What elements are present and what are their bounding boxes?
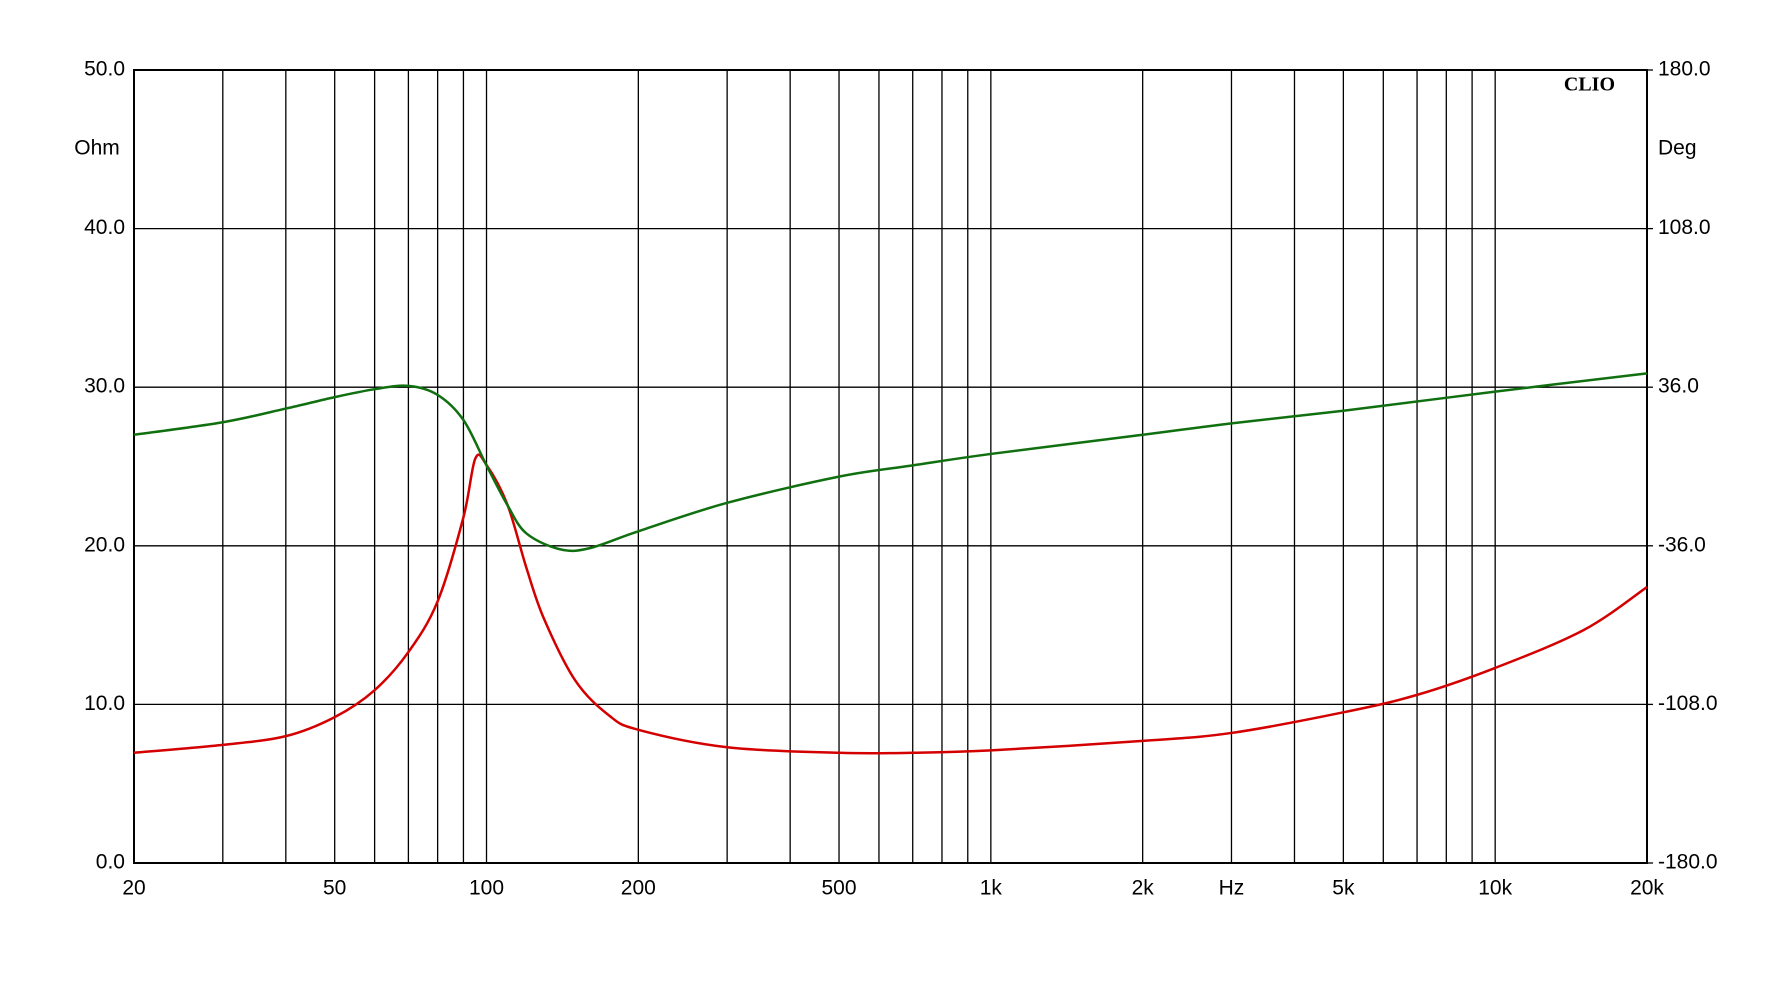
- y-tick-label: 50.0: [84, 58, 125, 81]
- series-line: [133, 372, 1648, 553]
- x-tick-label: 20k: [1630, 877, 1664, 900]
- x-tick-label: 20: [122, 877, 145, 900]
- series-line: [133, 453, 1648, 755]
- y-tick-label: 30.0: [84, 375, 125, 398]
- y2-tick-label: 108.0: [1658, 216, 1711, 239]
- x-tick-label: 200: [621, 877, 656, 900]
- x-tick-label: 100: [469, 877, 504, 900]
- y2-tick-label: 180.0: [1658, 58, 1711, 81]
- x-tick-label: 1k: [980, 877, 1003, 900]
- plot-frame: [133, 69, 1648, 864]
- y-tick-label: 20.0: [84, 533, 125, 556]
- y-tick-label: 10.0: [84, 692, 125, 715]
- y2-axis-label: Deg: [1658, 137, 1697, 160]
- x-tick-label: 2k: [1132, 877, 1155, 900]
- brand-label: CLIO: [1564, 74, 1615, 96]
- y2-tick-label: -180.0: [1658, 851, 1718, 874]
- y-tick-label: 40.0: [84, 216, 125, 239]
- x-tick-label: Hz: [1219, 877, 1245, 900]
- y2-tick-label: 36.0: [1658, 375, 1699, 398]
- y2-tick-label: -108.0: [1658, 692, 1718, 715]
- y2-tick-label: -36.0: [1658, 533, 1706, 556]
- x-tick-label: 10k: [1478, 877, 1512, 900]
- x-tick-label: 50: [323, 877, 346, 900]
- x-tick-label: 5k: [1332, 877, 1355, 900]
- x-tick-label: 500: [822, 877, 857, 900]
- y-tick-label: 0.0: [96, 851, 125, 874]
- y-axis-label: Ohm: [74, 137, 120, 160]
